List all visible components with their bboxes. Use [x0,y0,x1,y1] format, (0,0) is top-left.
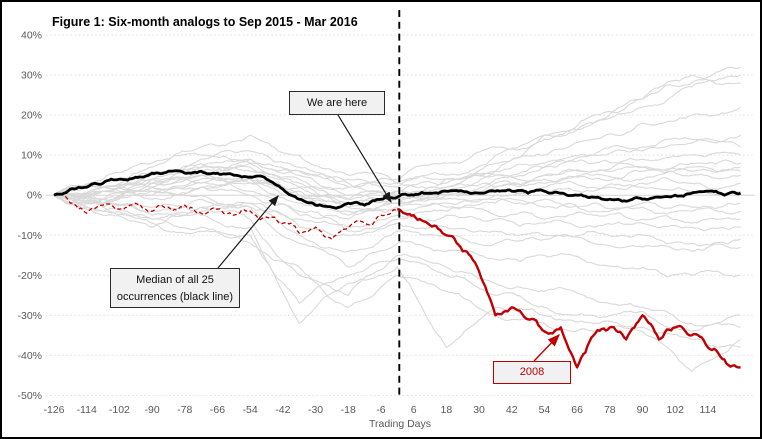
svg-text:-30%: -30% [17,310,42,322]
svg-text:6: 6 [411,404,417,416]
svg-text:102: 102 [666,404,684,416]
svg-text:66: 66 [571,404,583,416]
svg-text:-90: -90 [144,404,159,416]
svg-text:40%: 40% [21,30,42,42]
svg-text:-126: -126 [43,404,64,416]
analog-series [53,66,741,372]
analog-line [53,193,741,332]
median-series [53,169,742,210]
svg-text:54: 54 [539,404,551,416]
svg-text:42: 42 [506,404,518,416]
svg-text:-30: -30 [308,404,323,416]
svg-text:30: 30 [473,404,485,416]
axis-tick-labels: 40% 30% 20% 10% 0% -10% -20% -30% -40% -50%-126 -1… [17,30,716,431]
analog-line [53,194,741,228]
analog-line [53,194,741,247]
analog-line [53,158,741,196]
median-arrow [217,195,279,269]
callout-arrows [217,114,560,362]
annotation-median-callout: Median of all 25 occurrences (black line… [110,268,240,308]
median-line [53,169,742,210]
analog-line [53,194,741,348]
highlight-2008-solid [397,208,741,369]
analog-line [53,176,741,233]
svg-text:-40%: -40% [17,350,42,362]
svg-text:-42: -42 [275,404,290,416]
analog-line [53,138,741,205]
analog-line [53,181,741,212]
analog-line [53,192,741,372]
svg-text:-78: -78 [177,404,192,416]
analog-line [53,170,741,202]
svg-text:114: 114 [700,404,717,416]
svg-text:0%: 0% [27,190,42,202]
svg-text:78: 78 [604,404,616,416]
x-axis-title: Trading Days [369,418,431,430]
highlight-post [397,208,741,369]
svg-text:-6: -6 [376,404,385,416]
highlight-2008-dashed [53,192,398,241]
svg-text:-18: -18 [341,404,356,416]
svg-text:-66: -66 [210,404,225,416]
svg-text:-102: -102 [109,404,130,416]
svg-text:18: 18 [440,404,452,416]
gridlines [46,34,755,396]
2008-arrow [533,333,560,362]
svg-text:-50%: -50% [17,390,42,402]
svg-text:-114: -114 [77,404,97,416]
svg-text:90: 90 [637,404,649,416]
annotation-median-line1: Median of all 25 [136,274,214,286]
analog-line [54,186,741,278]
svg-text:10%: 10% [21,150,42,162]
annotation-median-line2: occurrences (black line) [116,290,234,303]
svg-text:-20%: -20% [17,270,42,282]
analog-line [53,176,741,205]
svg-text:30%: 30% [21,70,42,82]
analog-line [53,66,741,196]
highlight-pre [53,192,398,241]
chart-title: Figure 1: Six-month analogs to Sep 2015 … [52,15,364,29]
annotation-we-are-here: We are here [289,91,385,115]
series-lines [53,66,742,372]
analog-line [54,194,741,327]
analog-line [53,194,741,253]
svg-text:-10%: -10% [17,230,42,242]
we-are-here-arrow [337,114,392,204]
svg-text:-54: -54 [243,404,258,416]
annotation-2008: 2008 [493,361,571,384]
svg-text:20%: 20% [21,110,42,122]
